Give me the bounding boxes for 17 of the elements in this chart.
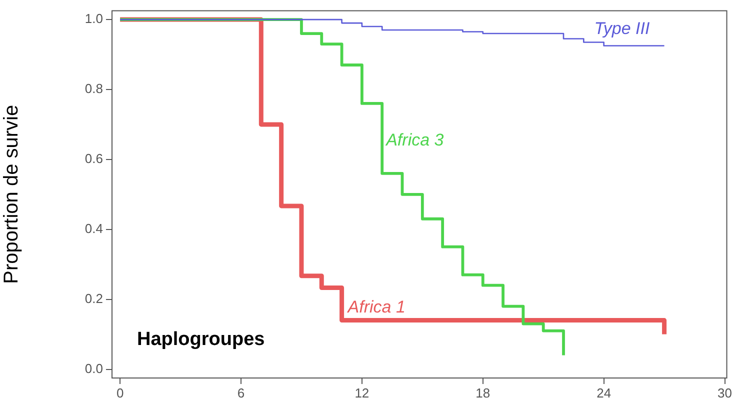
x-tick-label: 30 bbox=[718, 385, 732, 400]
y-tick-label: 0.0 bbox=[84, 360, 103, 376]
y-tick-label: 0.4 bbox=[84, 220, 103, 236]
x-tick-label: 18 bbox=[476, 385, 490, 400]
x-tick-label: 6 bbox=[237, 385, 245, 400]
annotation: Haplogroupes bbox=[137, 329, 265, 350]
series-label: Africa 3 bbox=[385, 130, 444, 150]
y-tick-label: 0.8 bbox=[84, 81, 103, 96]
x-tick-label: 0 bbox=[116, 385, 124, 400]
y-tick-label: 0.6 bbox=[84, 151, 103, 166]
series-label: Africa 1 bbox=[346, 297, 406, 316]
series-label: Type III bbox=[594, 18, 650, 38]
y-tick-label: 1.0 bbox=[84, 11, 103, 26]
y-axis-title: Proportion de survie bbox=[0, 104, 23, 284]
x-tick-label: 24 bbox=[596, 385, 612, 400]
x-tick-label: 12 bbox=[354, 385, 370, 400]
y-tick-label: 0.2 bbox=[84, 290, 103, 306]
